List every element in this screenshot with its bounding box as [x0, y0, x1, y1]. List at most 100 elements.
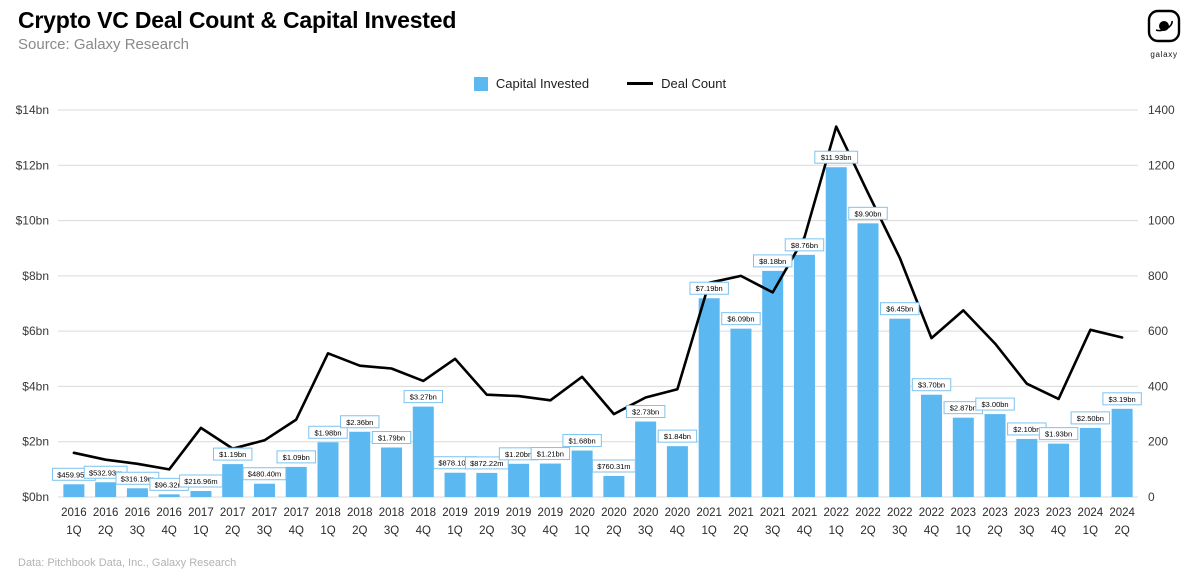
capital-invested-bar — [793, 254, 815, 497]
capital-invested-bar — [158, 494, 180, 497]
x-axis-label-quarter: 4Q — [670, 525, 685, 537]
x-axis-label-quarter: 1Q — [193, 525, 208, 537]
capital-invested-bar — [476, 472, 498, 497]
x-axis-label-quarter: 2Q — [225, 525, 240, 537]
x-axis-label-year: 2018 — [379, 507, 405, 519]
x-axis-label-quarter: 1Q — [829, 525, 844, 537]
capital-invested-bar — [222, 464, 244, 497]
bar-value-label-box — [911, 378, 952, 392]
bar-value-label-box — [1070, 411, 1111, 425]
x-axis-label-quarter: 3Q — [1019, 525, 1034, 537]
bar-value-label: $11.93bn — [821, 153, 852, 162]
bar-value-label-box — [212, 447, 253, 461]
x-axis-label-year: 2016 — [93, 507, 119, 519]
capital-invested-bar — [1048, 443, 1070, 497]
x-axis-label-year: 2019 — [442, 507, 468, 519]
capital-invested-bar — [253, 483, 275, 497]
capital-invested-bar — [666, 446, 688, 497]
capital-invested-bar — [889, 318, 911, 497]
bar-value-label-box — [880, 302, 920, 316]
x-axis-label-quarter: 2Q — [987, 525, 1002, 537]
bar-value-label: $3.70bn — [918, 381, 945, 390]
right-axis-tick: 1400 — [1148, 103, 1175, 117]
bar-value-label-box — [276, 450, 316, 464]
x-axis-label-year: 2023 — [950, 507, 976, 519]
bar-value-label: $2.10bn — [1013, 425, 1040, 434]
bar-value-label: $2.36bn — [346, 418, 373, 427]
x-axis-label-year: 2020 — [569, 507, 595, 519]
bar-value-label-box — [721, 312, 761, 326]
x-axis-label-year: 2020 — [633, 507, 659, 519]
bar-value-label: $1.19bn — [219, 450, 246, 459]
bar-value-label: $1.21bn — [537, 450, 564, 459]
x-axis-label-quarter: 2Q — [860, 525, 875, 537]
x-axis-label-quarter: 3Q — [765, 525, 780, 537]
bar-value-label: $878.10m — [438, 459, 471, 468]
bar-value-label: $2.73bn — [632, 408, 659, 417]
x-axis-label-quarter: 1Q — [320, 525, 335, 537]
right-axis-tick: 800 — [1148, 269, 1168, 283]
capital-invested-bar — [825, 167, 847, 498]
bar-value-label: $872.22m — [470, 459, 503, 468]
bar-value-label: $1.79bn — [378, 434, 405, 443]
bar-value-label-box — [308, 425, 348, 439]
capital-invested-swatch — [473, 76, 488, 91]
x-axis-label-quarter: 2Q — [1114, 525, 1129, 537]
x-axis-label-quarter: 4Q — [924, 525, 939, 537]
bar-value-label-box — [689, 281, 729, 295]
legend-deal-count: Deal Count — [627, 76, 726, 91]
left-axis-tick: $2bn — [22, 435, 49, 449]
capital-invested-bar — [412, 406, 434, 497]
bar-value-label-box — [848, 206, 888, 220]
left-axis-tick: $6bn — [22, 324, 49, 338]
capital-invested-bar — [1079, 427, 1101, 497]
x-axis-label-quarter: 4Q — [543, 525, 558, 537]
bar-value-label: $3.27bn — [410, 393, 437, 402]
capital-invested-bar — [508, 463, 530, 497]
x-axis-label-quarter: 3Q — [130, 525, 145, 537]
x-axis-label-quarter: 4Q — [416, 525, 431, 537]
x-axis-label-quarter: 3Q — [892, 525, 907, 537]
x-axis-label-year: 2022 — [919, 507, 945, 519]
bar-value-label: $1.93bn — [1045, 430, 1072, 439]
bar-value-label-box — [814, 150, 859, 164]
x-axis-label-quarter: 4Q — [1051, 525, 1066, 537]
bar-value-label: $8.18bn — [759, 257, 786, 266]
bar-value-label-box — [403, 390, 444, 404]
galaxy-logo-icon — [1147, 9, 1181, 43]
x-axis-label-quarter: 1Q — [702, 525, 717, 537]
x-axis-label-year: 2018 — [315, 507, 341, 519]
x-axis-label-quarter: 2Q — [479, 525, 494, 537]
x-axis-label-year: 2022 — [823, 507, 849, 519]
x-axis-label-quarter: 3Q — [384, 525, 399, 537]
bar-value-label: $3.00bn — [981, 400, 1008, 409]
left-axis-tick: $8bn — [22, 269, 49, 283]
bar-value-label-box — [340, 415, 380, 429]
legend-deal-count-label: Deal Count — [661, 76, 727, 91]
right-axis-tick: 1200 — [1148, 158, 1175, 172]
x-axis-label-year: 2018 — [347, 507, 373, 519]
x-axis-label-quarter: 1Q — [956, 525, 971, 537]
x-axis-label-year: 2023 — [1046, 507, 1072, 519]
bar-value-label-box — [975, 397, 1015, 411]
capital-invested-bar — [444, 472, 466, 497]
capital-invested-bar — [539, 463, 561, 497]
x-axis-label-year: 2023 — [982, 507, 1008, 519]
bar-value-label: $2.50bn — [1077, 414, 1104, 423]
x-axis-label-quarter: 3Q — [257, 525, 272, 537]
x-axis-label-year: 2017 — [188, 507, 214, 519]
source-subtitle: Source: Galaxy Research — [18, 36, 189, 53]
left-axis-tick: $12bn — [16, 158, 49, 172]
bar-value-label: $1.84bn — [664, 432, 691, 441]
bar-value-label-box — [657, 429, 698, 443]
right-axis-tick: 0 — [1148, 490, 1155, 504]
bar-value-label: $9.90bn — [854, 209, 881, 218]
x-axis-label-quarter: 1Q — [574, 525, 589, 537]
bar-value-label: $7.19bn — [696, 284, 723, 293]
chart-legend: Capital Invested Deal Count — [0, 76, 1200, 91]
x-axis-label-quarter: 1Q — [1083, 525, 1098, 537]
x-axis-label-year: 2016 — [125, 507, 151, 519]
capital-invested-bar — [1111, 408, 1133, 497]
